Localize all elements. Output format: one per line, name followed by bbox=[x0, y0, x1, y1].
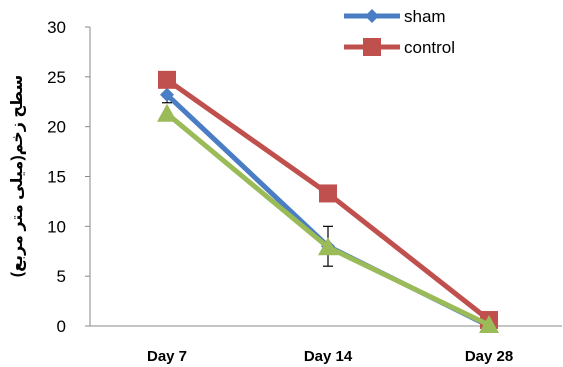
series-series-3 bbox=[157, 103, 499, 334]
legend-label: sham bbox=[404, 7, 446, 26]
legend-item-sham: sham bbox=[344, 7, 446, 26]
legend-label: control bbox=[404, 38, 455, 57]
series-group bbox=[157, 70, 499, 334]
x-tick-label: Day 14 bbox=[304, 348, 353, 365]
data-point-square bbox=[363, 38, 381, 56]
data-point-diamond bbox=[365, 9, 379, 23]
data-point-triangle bbox=[479, 315, 499, 334]
series-line bbox=[165, 92, 491, 329]
x-tick-label: Day 7 bbox=[147, 348, 187, 365]
series-line bbox=[165, 111, 491, 328]
data-point-square bbox=[319, 184, 337, 203]
series-sham bbox=[160, 86, 496, 333]
y-tick-labels: 0 5 10 15 20 25 30 bbox=[47, 18, 66, 336]
y-tick-label: 20 bbox=[47, 118, 66, 137]
data-point-diamond bbox=[160, 87, 174, 102]
y-tick-label: 10 bbox=[47, 217, 66, 236]
data-point-triangle bbox=[318, 237, 338, 256]
x-tick-label: Day 28 bbox=[465, 348, 513, 365]
legend-item-control: control bbox=[344, 38, 455, 57]
axes bbox=[85, 26, 562, 327]
x-tick-labels: Day 7 Day 14 Day 28 bbox=[147, 348, 513, 365]
y-tick-label: 5 bbox=[57, 267, 66, 286]
y-tick-label: 0 bbox=[57, 317, 66, 336]
data-point-triangle bbox=[157, 103, 177, 122]
y-tick-label: 30 bbox=[47, 18, 66, 37]
y-tick-label: 15 bbox=[47, 168, 66, 187]
y-axis-label: سطح زخم(میلی متر مربع) bbox=[9, 75, 26, 277]
legend: sham control bbox=[344, 7, 455, 57]
y-tick-label: 25 bbox=[47, 68, 66, 87]
series-control bbox=[158, 70, 498, 330]
data-point-square bbox=[158, 70, 176, 89]
